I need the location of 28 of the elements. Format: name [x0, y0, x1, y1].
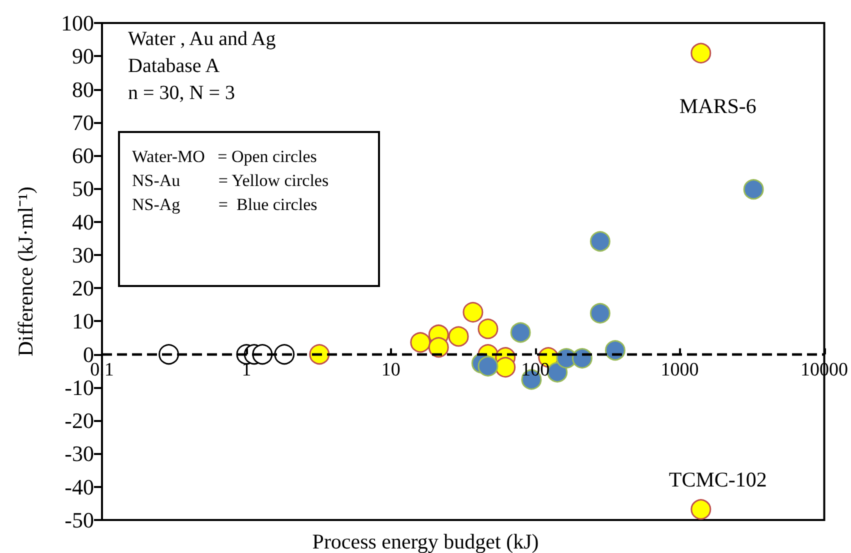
annotation: Water-MO = Open circles [132, 147, 317, 167]
annotation: TCMC-102 [668, 467, 767, 492]
y-tick-label: -10 [64, 374, 94, 400]
y-tick-label: -30 [64, 441, 94, 466]
x-tick-label: 10 [381, 359, 400, 380]
y-tick-label: 30 [72, 242, 94, 268]
annotation: MARS-6 [679, 94, 756, 118]
y-tick-label: 20 [72, 276, 94, 301]
y-tick-label: 10 [72, 308, 94, 334]
annotation: NS-Au = Yellow circles [132, 171, 329, 191]
y-tick-label: -40 [64, 474, 94, 500]
legend-frame: Water-MO = Open circles NS-Au = Yellow circles NS-Ag = Blue circles [118, 131, 380, 287]
annotation: n = 30, N = 3 [128, 82, 236, 105]
x-axis-title: Process energy budget (kJ) [312, 530, 539, 553]
y-tick-label: -50 [64, 508, 94, 532]
annotation: NS-Ag = Blue circles [132, 195, 318, 215]
y-tick-label: 70 [72, 110, 94, 135]
y-tick-label: 60 [72, 143, 94, 168]
x-tick-label: 1000 [660, 359, 699, 380]
y-tick-label: -20 [64, 408, 94, 434]
annotation: Water , Au and Ag [128, 28, 276, 51]
y-tick-label: 90 [72, 44, 94, 69]
y-tick-label: 80 [72, 76, 94, 102]
y-axis-title: Difference (kJ·ml⁻¹) [14, 186, 38, 356]
annotation: Database A [128, 55, 220, 78]
y-tick-label: 50 [72, 176, 94, 202]
y-tick-label: 40 [72, 209, 94, 234]
y-tick-label: 100 [61, 10, 94, 36]
